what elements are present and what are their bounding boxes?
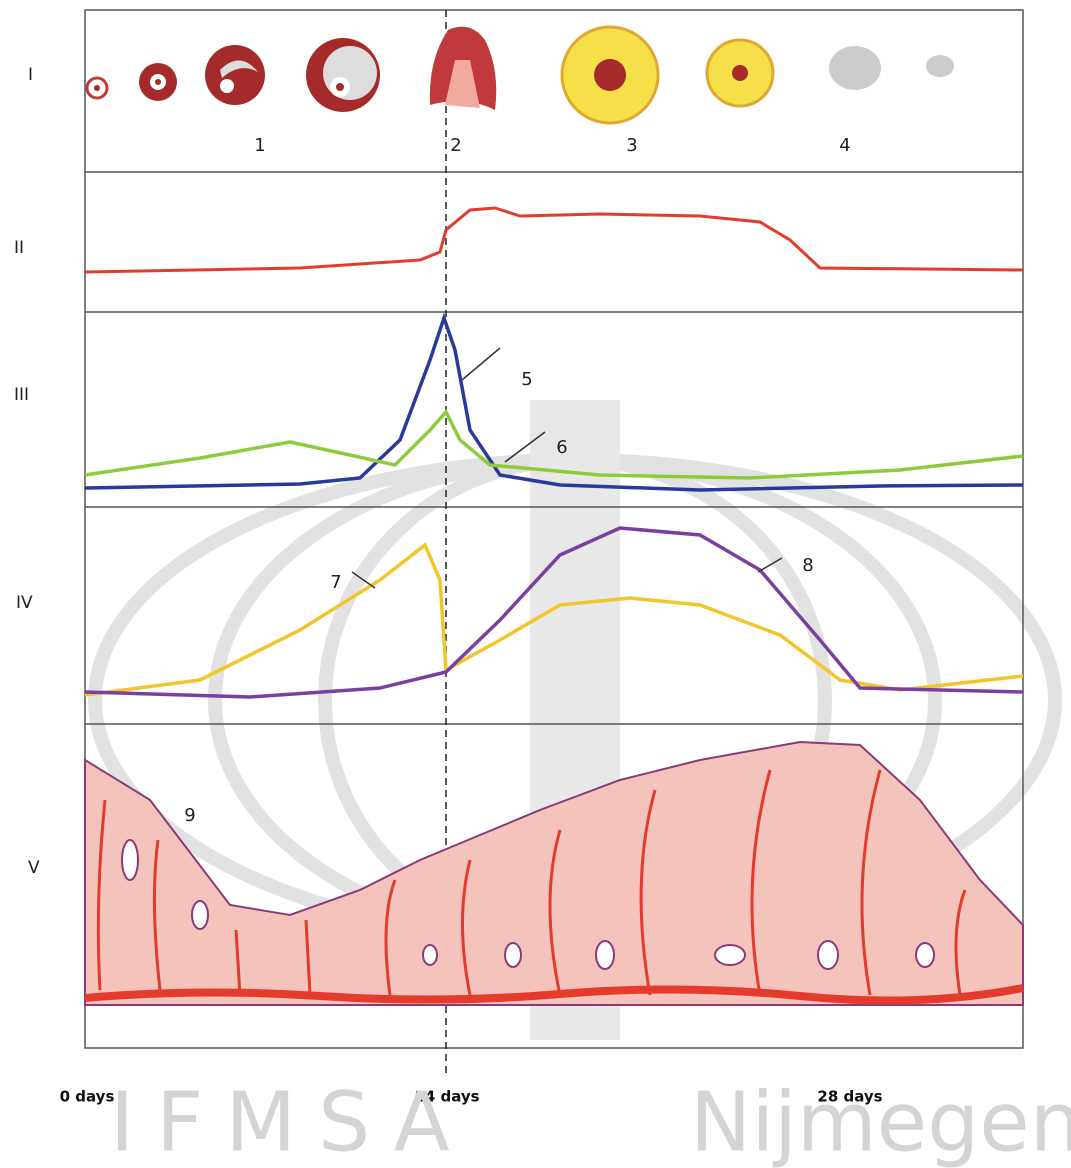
row-label: I xyxy=(28,65,33,85)
marker: 1 xyxy=(254,135,265,156)
marker: 9 xyxy=(184,805,195,826)
watermark: IFMSA Nijmegen xyxy=(110,1075,1071,1168)
ovary-stages xyxy=(87,27,954,123)
marker: 8 xyxy=(802,555,813,576)
pointer xyxy=(462,348,500,380)
axis-label: 0 days xyxy=(60,1088,115,1106)
menstrual-cycle-diagram: I II III IV V 1 2 3 4 5 6 7 8 9 0 days 1… xyxy=(0,0,1071,1168)
marker: 4 xyxy=(839,135,850,156)
marker: 5 xyxy=(521,369,532,390)
watermark-text: Nijmegen xyxy=(690,1075,1071,1168)
temperature-curve xyxy=(85,208,1023,272)
marker: 6 xyxy=(556,437,567,458)
marker: 2 xyxy=(450,135,461,156)
row-label: IV xyxy=(16,593,33,613)
row-label: V xyxy=(28,858,40,878)
watermark-text: IFMSA xyxy=(110,1075,472,1168)
row-label: III xyxy=(14,385,29,405)
marker: 7 xyxy=(330,572,341,593)
row-labels: I II III IV V xyxy=(14,65,40,878)
row-label: II xyxy=(14,238,24,258)
marker: 3 xyxy=(626,135,637,156)
